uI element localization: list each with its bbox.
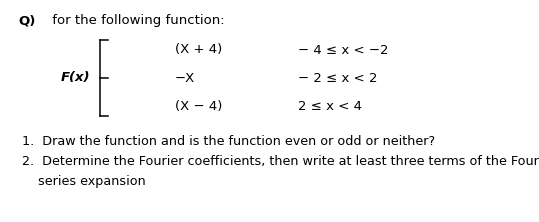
Text: −X: −X (175, 71, 195, 85)
Text: 2 ≤ x < 4: 2 ≤ x < 4 (298, 99, 362, 113)
Text: F(x): F(x) (60, 71, 90, 85)
Text: (X − 4): (X − 4) (175, 99, 223, 113)
Text: series expansion: series expansion (38, 175, 146, 188)
Text: for the following function:: for the following function: (47, 14, 224, 27)
Text: 1.  Draw the function and is the function even or odd or neither?: 1. Draw the function and is the function… (22, 135, 435, 148)
Text: (X + 4): (X + 4) (175, 44, 222, 57)
Text: Q): Q) (18, 14, 36, 27)
Text: 2.  Determine the Fourier coefficients, then write at least three terms of the F: 2. Determine the Fourier coefficients, t… (22, 155, 539, 168)
Text: − 4 ≤ x < −2: − 4 ≤ x < −2 (298, 44, 389, 57)
Text: − 2 ≤ x < 2: − 2 ≤ x < 2 (298, 71, 377, 85)
